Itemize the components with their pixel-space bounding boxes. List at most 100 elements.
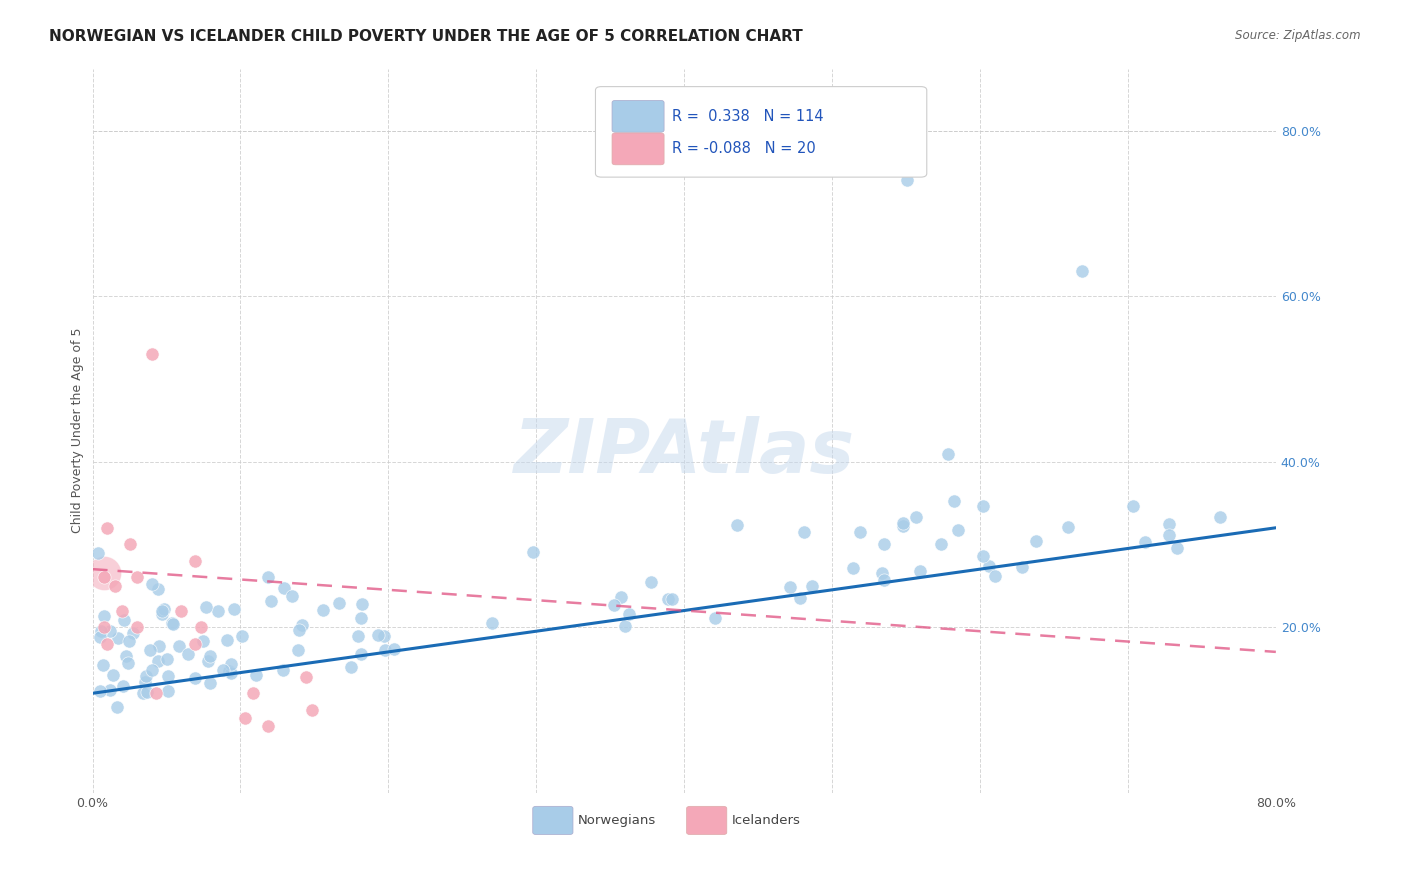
Point (256, 570, 278, 584)
Point (609, 591, 631, 605)
Point (160, 615, 183, 630)
Point (148, 654, 170, 668)
Point (382, 641, 405, 656)
Point (191, 634, 214, 648)
Point (118, 537, 141, 551)
FancyBboxPatch shape (533, 806, 574, 835)
Point (893, 516, 915, 530)
Point (640, 575, 662, 590)
Point (156, 669, 179, 683)
Text: Source: ZipAtlas.com: Source: ZipAtlas.com (1236, 29, 1361, 42)
Point (789, 591, 811, 606)
Point (115, 648, 138, 663)
Point (1011, 560, 1033, 574)
Point (138, 642, 160, 657)
Point (200, 648, 222, 663)
Point (779, 580, 801, 594)
Text: Icelanders: Icelanders (731, 814, 800, 827)
Point (1070, 264, 1092, 278)
Point (271, 663, 294, 677)
Point (1209, 509, 1232, 524)
Point (233, 711, 256, 725)
Point (148, 640, 170, 654)
Point (89, 630, 111, 644)
Point (984, 569, 1007, 583)
Point (103, 668, 125, 682)
Point (340, 660, 363, 674)
Text: ZIPAtlas: ZIPAtlas (513, 416, 855, 489)
Point (162, 617, 184, 632)
Point (1056, 519, 1078, 533)
FancyBboxPatch shape (686, 806, 727, 835)
Point (183, 672, 205, 686)
FancyBboxPatch shape (612, 133, 664, 165)
Point (793, 525, 815, 540)
Text: NORWEGIAN VS ICELANDER CHILD POVERTY UNDER THE AGE OF 5 CORRELATION CHART: NORWEGIAN VS ICELANDER CHILD POVERTY UND… (49, 29, 803, 44)
Point (281, 590, 304, 604)
Point (522, 545, 544, 559)
Point (217, 633, 239, 648)
Point (873, 573, 896, 587)
Point (893, 519, 915, 533)
Point (98, 683, 121, 698)
Point (328, 596, 350, 610)
Point (848, 524, 870, 539)
Point (125, 620, 148, 634)
Point (929, 537, 952, 551)
Point (96, 521, 118, 535)
Point (141, 576, 163, 591)
Point (145, 686, 167, 700)
Point (98, 624, 121, 638)
Point (373, 630, 395, 644)
Point (146, 582, 169, 596)
Point (91, 657, 114, 672)
Point (177, 647, 200, 661)
Point (117, 656, 139, 670)
Point (131, 685, 153, 699)
Point (157, 683, 180, 698)
Point (1166, 541, 1188, 556)
Point (350, 610, 373, 624)
Point (374, 643, 396, 657)
Point (972, 549, 994, 563)
Point (943, 494, 966, 508)
Point (657, 591, 679, 606)
Point (288, 624, 311, 638)
Point (111, 603, 134, 617)
Point (122, 626, 145, 640)
Point (167, 639, 190, 653)
Point (291, 617, 314, 632)
Point (170, 603, 193, 617)
Point (93, 566, 115, 581)
Point (287, 642, 309, 657)
Point (184, 554, 207, 568)
Point (1157, 516, 1180, 531)
Point (105, 699, 128, 714)
Point (350, 597, 373, 611)
Point (260, 594, 283, 608)
Point (619, 607, 641, 622)
Point (1133, 534, 1156, 549)
Point (112, 614, 135, 628)
Point (704, 611, 727, 625)
Text: R = -0.088   N = 20: R = -0.088 N = 20 (672, 141, 815, 156)
Point (125, 570, 148, 584)
Point (613, 619, 636, 633)
Point (156, 652, 179, 666)
Point (842, 561, 865, 575)
Point (153, 602, 176, 616)
Point (1122, 499, 1144, 513)
Point (661, 592, 683, 607)
Point (873, 537, 896, 551)
Point (93, 608, 115, 623)
Point (135, 668, 157, 682)
Point (219, 657, 242, 671)
Point (190, 620, 212, 634)
Point (367, 628, 389, 642)
Y-axis label: Child Poverty Under the Age of 5: Child Poverty Under the Age of 5 (72, 327, 84, 533)
Point (979, 558, 1001, 573)
Point (134, 674, 156, 689)
Point (150, 604, 173, 618)
Point (136, 684, 159, 698)
Point (602, 599, 624, 613)
